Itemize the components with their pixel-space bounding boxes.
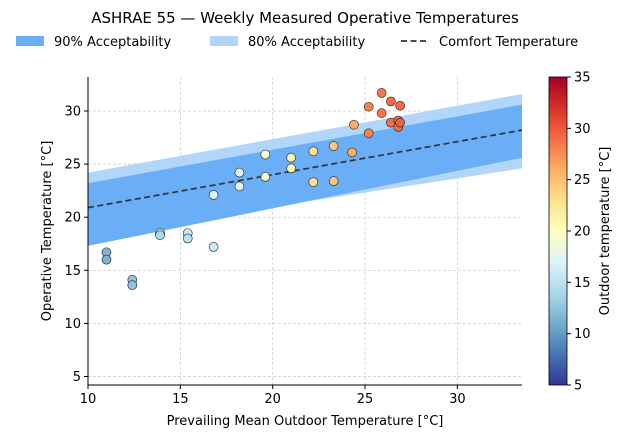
legend-label: 80% Acceptability — [248, 35, 365, 50]
legend-entry: Comfort Temperature — [401, 35, 578, 50]
data-point — [328, 176, 339, 186]
colorbar-gradient — [548, 76, 568, 386]
data-point — [363, 101, 374, 112]
y-axis-label: Operative Temperature [°C] — [40, 141, 55, 322]
x-tick-label: 30 — [449, 392, 466, 407]
data-point — [376, 88, 387, 98]
data-point — [260, 172, 271, 182]
y-tick-label: 25 — [64, 158, 81, 173]
plot-area: 10 15 20 25 30 5 10 15 20 25 30 — [64, 77, 522, 407]
colorbar-tick-label: 35 — [574, 71, 591, 86]
data-point — [308, 177, 319, 187]
legend-swatch — [16, 36, 44, 46]
data-point — [347, 147, 357, 158]
data-point — [349, 119, 359, 130]
data-point — [386, 96, 396, 107]
legend-label: 90% Acceptability — [54, 35, 171, 50]
band-90-acceptability — [88, 104, 522, 246]
y-tick-label: 15 — [64, 264, 81, 279]
data-point — [308, 146, 319, 157]
x-tick-label: 25 — [357, 392, 374, 407]
data-points — [101, 88, 405, 290]
data-point — [234, 181, 245, 192]
data-point — [101, 254, 112, 265]
legend: 90% Acceptability 80% Acceptability Comfor… — [16, 35, 578, 50]
colorbar-tick-label: 5 — [574, 379, 582, 394]
colorbar-tick-label: 30 — [574, 122, 591, 137]
colorbar-tick-label: 20 — [574, 225, 591, 240]
comfort-temperature-line — [88, 129, 522, 209]
data-point — [286, 163, 296, 174]
legend-entry: 90% Acceptability — [16, 35, 171, 50]
colorbar-tick-label: 25 — [574, 173, 591, 188]
data-point — [234, 167, 245, 178]
legend-label: Comfort Temperature — [439, 35, 578, 50]
x-tick-label: 10 — [80, 392, 97, 407]
legend-entry: 80% Acceptability — [210, 35, 365, 50]
data-point — [127, 280, 138, 290]
comfort-line-layer — [88, 129, 522, 209]
data-point — [182, 233, 193, 244]
axes: 10 15 20 25 30 5 10 15 20 25 30 — [64, 77, 522, 407]
colorbar-label: Outdoor temperature [°C] — [598, 147, 613, 316]
data-point — [363, 128, 374, 139]
y-tick-label: 10 — [64, 317, 81, 332]
colorbar-tick-label: 10 — [574, 327, 591, 342]
acceptability-bands — [88, 93, 522, 246]
data-point — [208, 242, 219, 252]
data-point — [395, 117, 405, 128]
data-point — [208, 190, 219, 200]
colorbar-tick-label: 15 — [574, 276, 591, 291]
x-tick-label: 15 — [172, 392, 189, 407]
chart-title: ASHRAE 55 — Weekly Measured Operative Te… — [91, 9, 519, 27]
data-point — [286, 152, 296, 163]
data-point — [328, 141, 339, 151]
data-point — [376, 108, 387, 118]
y-tick-label: 20 — [64, 211, 81, 226]
data-point — [260, 149, 271, 160]
y-tick-label: 5 — [73, 370, 81, 385]
legend-swatch — [210, 36, 238, 46]
x-axis-label: Prevailing Mean Outdoor Temperature [°C] — [167, 414, 444, 429]
colorbar: Outdoor temperature [°C] 5 10 15 20 25 30 35 — [548, 71, 613, 394]
x-tick-label: 20 — [264, 392, 281, 407]
data-point — [395, 100, 405, 111]
y-tick-label: 30 — [64, 104, 81, 119]
data-point — [155, 230, 165, 241]
